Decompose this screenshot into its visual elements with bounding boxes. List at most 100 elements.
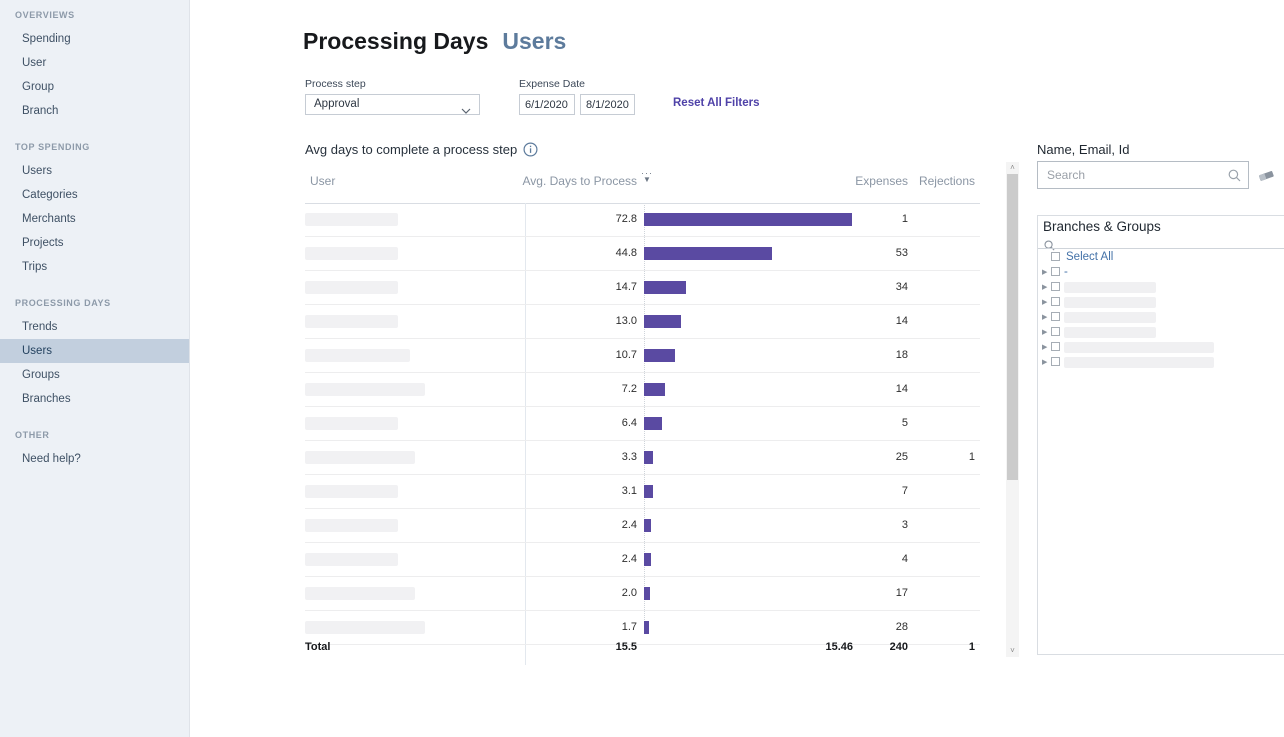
- reset-all-filters-button[interactable]: Reset All Filters: [673, 97, 760, 109]
- search-input[interactable]: [1038, 162, 1248, 188]
- expand-arrow-icon[interactable]: ▶: [1042, 299, 1048, 306]
- table-row[interactable]: 14.7 34: [305, 271, 980, 305]
- tree-item-checkbox[interactable]: [1051, 342, 1060, 351]
- expand-arrow-icon[interactable]: ▶: [1042, 284, 1048, 291]
- search-icon[interactable]: [1228, 169, 1241, 187]
- expenses-value: 28: [895, 621, 908, 633]
- tree-item[interactable]: ▶: [1038, 310, 1284, 325]
- tree-item-checkbox[interactable]: [1051, 282, 1060, 291]
- tree-item-label: -: [1064, 266, 1068, 278]
- sidebar-item-need-help?[interactable]: Need help?: [22, 453, 81, 465]
- col-header-expenses[interactable]: Expenses: [855, 174, 908, 188]
- sidebar-item-users[interactable]: Users: [22, 165, 53, 177]
- select-all-label[interactable]: Select All: [1066, 251, 1114, 263]
- col-header-user[interactable]: User: [310, 174, 336, 188]
- tree-item[interactable]: ▶: [1038, 280, 1284, 295]
- tree-item-checkbox[interactable]: [1051, 312, 1060, 321]
- table-row[interactable]: 3.3 25 1: [305, 441, 980, 475]
- table-row[interactable]: 2.0 17: [305, 577, 980, 611]
- redacted-user-name: [305, 349, 410, 362]
- page-title: Processing Days Users: [303, 28, 566, 55]
- expenses-value: 34: [895, 281, 908, 293]
- avg-days-value: 13.0: [615, 315, 637, 327]
- sidebar-item-trips[interactable]: Trips: [22, 261, 48, 273]
- redacted-tree-label: [1064, 342, 1214, 353]
- expenses-value: 5: [901, 417, 908, 429]
- expand-arrow-icon[interactable]: ▶: [1042, 329, 1048, 336]
- vertical-scrollbar[interactable]: ˄ ˅: [1006, 162, 1019, 657]
- redacted-tree-label: [1064, 297, 1156, 308]
- tree-item[interactable]: ▶: [1038, 295, 1284, 310]
- process-step-label: Process step: [305, 78, 366, 90]
- date-from-input[interactable]: [519, 94, 575, 115]
- eraser-icon[interactable]: [1257, 168, 1275, 182]
- redacted-tree-label: [1064, 357, 1214, 368]
- table-row[interactable]: 2.4 3: [305, 509, 980, 543]
- avg-days-value: 44.8: [615, 247, 637, 259]
- table-row[interactable]: 13.0 14: [305, 305, 980, 339]
- avg-days-value: 2.0: [621, 587, 637, 599]
- redacted-user-name: [305, 485, 398, 498]
- sidebar-item-branches[interactable]: Branches: [22, 393, 71, 405]
- process-step-value: Approval: [314, 98, 360, 110]
- table-row[interactable]: 1.7 28: [305, 611, 980, 645]
- tree-item-checkbox[interactable]: [1051, 297, 1060, 306]
- table-row[interactable]: 3.1 7: [305, 475, 980, 509]
- sidebar-item-user[interactable]: User: [22, 57, 47, 69]
- avg-days-bar: [644, 587, 650, 600]
- sidebar: OVERVIEWS Spending User Group Branch TOP SPEN…: [0, 0, 190, 737]
- tree-item-checkbox[interactable]: [1051, 267, 1060, 276]
- scroll-down-arrow[interactable]: ˅: [1010, 646, 1015, 655]
- avg-days-value: 10.7: [615, 349, 637, 361]
- table-row[interactable]: 44.8 53: [305, 237, 980, 271]
- redacted-user-name: [305, 553, 398, 566]
- scrollbar-thumb[interactable]: [1007, 174, 1018, 480]
- tree-item-checkbox[interactable]: [1051, 357, 1060, 366]
- expenses-value: 4: [901, 553, 908, 565]
- tree-item-checkbox[interactable]: [1051, 327, 1060, 336]
- sidebar-item-branch[interactable]: Branch: [22, 105, 59, 117]
- process-step-select[interactable]: Approval: [305, 94, 480, 115]
- expand-arrow-icon[interactable]: ▶: [1042, 344, 1048, 351]
- total-weighted-avg: 15.46: [825, 641, 853, 653]
- expand-arrow-icon[interactable]: ▶: [1042, 359, 1048, 366]
- tree-divider: [1038, 248, 1284, 249]
- table-row[interactable]: 72.8 1: [305, 203, 980, 237]
- sidebar-item-categories[interactable]: Categories: [22, 189, 78, 201]
- redacted-user-name: [305, 451, 415, 464]
- sidebar-item-merchants[interactable]: Merchants: [22, 213, 76, 225]
- col-header-avg-days[interactable]: Avg. Days to Process: [522, 174, 638, 188]
- tree-item[interactable]: ▶: [1038, 325, 1284, 340]
- sidebar-item-groups[interactable]: Groups: [22, 369, 60, 381]
- select-all-row: Select All: [1038, 250, 1284, 265]
- table-row[interactable]: 2.4 4: [305, 543, 980, 577]
- expand-arrow-icon[interactable]: ▶: [1042, 314, 1048, 321]
- sidebar-item-trends[interactable]: Trends: [22, 321, 58, 333]
- scroll-up-arrow[interactable]: ˄: [1010, 163, 1015, 172]
- sidebar-item-group[interactable]: Group: [22, 81, 54, 93]
- select-all-checkbox[interactable]: [1051, 252, 1060, 261]
- tree-item[interactable]: ▶ -: [1038, 265, 1284, 280]
- col-header-rejections[interactable]: Rejections: [918, 174, 975, 188]
- sidebar-section-top-spending: TOP SPENDING: [15, 142, 90, 152]
- date-to-input[interactable]: [580, 94, 635, 115]
- redacted-user-name: [305, 213, 398, 226]
- redacted-user-name: [305, 417, 398, 430]
- expand-arrow-icon[interactable]: ▶: [1042, 269, 1048, 276]
- avg-days-bar: [644, 485, 653, 498]
- avg-days-bar: [644, 213, 852, 226]
- sidebar-item-spending[interactable]: Spending: [22, 33, 71, 45]
- table-row[interactable]: 10.7 18: [305, 339, 980, 373]
- avg-days-bar: [644, 553, 651, 566]
- table-row[interactable]: 7.2 14: [305, 373, 980, 407]
- sort-descending-icon[interactable]: ··· ▼: [641, 168, 653, 184]
- branches-groups-title: Branches & Groups: [1043, 219, 1161, 234]
- tree-item[interactable]: ▶: [1038, 355, 1284, 370]
- sidebar-item-users[interactable]: Users: [0, 339, 189, 363]
- expenses-value: 7: [901, 485, 908, 497]
- table-row[interactable]: 6.4 5: [305, 407, 980, 441]
- sidebar-item-projects[interactable]: Projects: [22, 237, 64, 249]
- info-icon[interactable]: [523, 142, 538, 157]
- tree-item[interactable]: ▶: [1038, 340, 1284, 355]
- tree-list: Select All ▶ - ▶ ▶ ▶ ▶ ▶ ▶: [1038, 250, 1284, 370]
